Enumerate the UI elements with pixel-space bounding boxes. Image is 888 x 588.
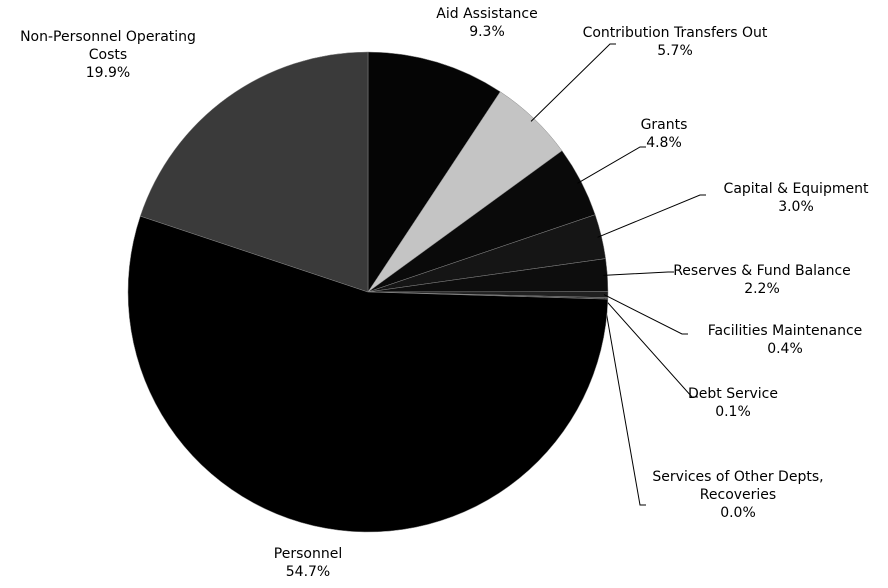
leader-line: [577, 146, 646, 184]
category-label: Reserves & Fund Balance: [673, 263, 851, 279]
pie-slice: [367, 51, 501, 293]
slice-label: Reserves & Fund Balance 2.2%: [652, 262, 872, 298]
slice-label: Services of Other Depts, Recoveries 0.0%: [633, 468, 843, 522]
leader-line: [530, 43, 616, 122]
value-label: 0.1%: [715, 404, 751, 420]
pie-slice: [127, 215, 609, 533]
slice-label: Grants 4.8%: [604, 116, 724, 152]
value-label: 5.7%: [657, 43, 693, 59]
value-label: 19.9%: [85, 65, 131, 81]
category-label: Non-Personnel Operating Costs: [20, 29, 196, 63]
value-label: 0.4%: [767, 341, 803, 357]
slice-label: Non-Personnel Operating Costs 19.9%: [6, 28, 211, 82]
slice-label: Debt Service 0.1%: [663, 385, 803, 421]
slice-label: Capital & Equipment 3.0%: [696, 180, 888, 216]
category-label: Grants: [640, 117, 688, 133]
slice-label: Personnel 54.7%: [228, 545, 388, 581]
value-label: 54.7%: [285, 564, 331, 580]
value-label: 3.0%: [778, 199, 814, 215]
value-label: 9.3%: [469, 24, 505, 40]
leader-line: [603, 298, 646, 506]
category-label: Facilities Maintenance: [707, 323, 863, 339]
value-label: 4.8%: [646, 135, 682, 151]
category-label: Aid Assistance: [436, 6, 538, 22]
category-label: Debt Service: [688, 386, 778, 402]
value-label: 0.0%: [720, 505, 756, 521]
category-label: Personnel: [273, 546, 343, 562]
category-label: Contribution Transfers Out: [582, 25, 768, 41]
leader-line: [603, 271, 674, 276]
pie-slice: [139, 51, 369, 293]
leader-line: [603, 294, 688, 335]
leader-line: [597, 194, 706, 238]
slice-label: Facilities Maintenance 0.4%: [675, 322, 888, 358]
slice-label: Contribution Transfers Out 5.7%: [555, 24, 795, 60]
category-label: Services of Other Depts, Recoveries: [652, 469, 824, 503]
slice-label: Aid Assistance 9.3%: [387, 5, 587, 41]
leader-line: [603, 297, 698, 398]
value-label: 2.2%: [744, 281, 780, 297]
category-label: Capital & Equipment: [723, 181, 869, 197]
